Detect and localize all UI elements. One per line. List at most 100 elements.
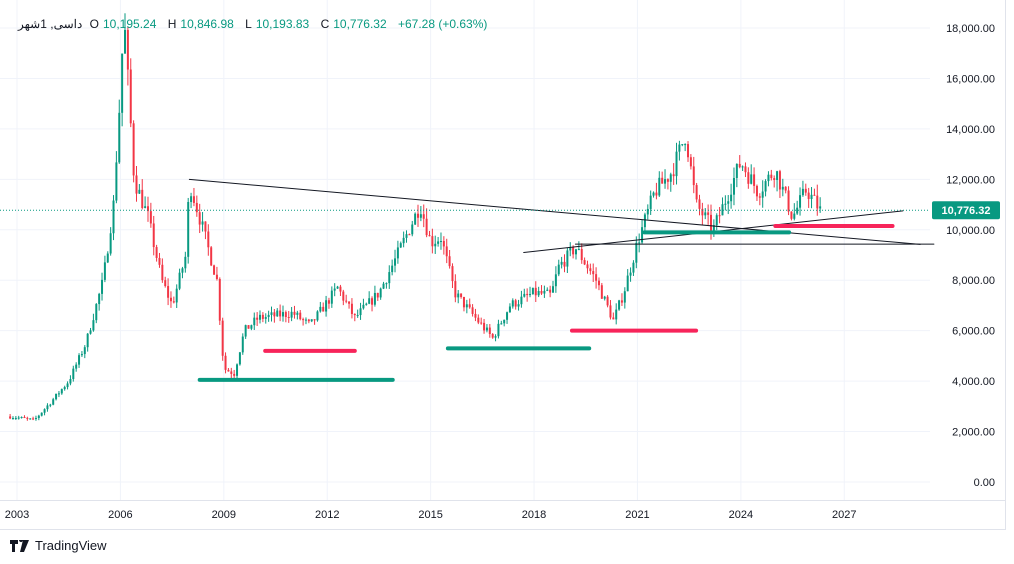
candle-up (402, 237, 405, 244)
candle-up (304, 319, 307, 321)
candle-down (744, 166, 747, 173)
open-value: 10,195.24 (103, 17, 157, 31)
candle-down (689, 157, 692, 167)
candle-up (517, 304, 520, 307)
candle-down (445, 246, 448, 257)
candle-down (155, 247, 158, 258)
candle-up (362, 304, 365, 309)
candle-up (500, 323, 503, 325)
candle-down (477, 317, 480, 323)
candle-down (480, 322, 483, 324)
candle-up (638, 242, 641, 244)
candle-down (787, 190, 790, 212)
candle-down (695, 185, 698, 200)
candle-up (560, 261, 563, 265)
candle-up (52, 399, 55, 405)
candle-down (448, 256, 451, 267)
candle-up (537, 290, 540, 296)
current-price-badge (932, 201, 1000, 220)
low-value: 10,193.83 (255, 17, 310, 31)
candlestick-chart[interactable]: 0.00 2,000.00 4,000.00 6,000.00 8,000.00 10,0… (0, 0, 1014, 530)
candle-down (129, 69, 132, 124)
candle-down (273, 312, 276, 317)
candle-down (572, 247, 575, 255)
candle-up (439, 240, 442, 242)
candle-up (615, 309, 618, 320)
candle-down (770, 174, 773, 179)
candle-up (118, 112, 121, 163)
candle-down (192, 196, 195, 203)
symbol-interval: داسی, 1شهر (18, 17, 83, 31)
candle-up (46, 405, 49, 410)
candle-down (26, 417, 29, 419)
candle-up (712, 225, 715, 231)
candle-down (126, 29, 129, 70)
candle-down (592, 271, 595, 275)
candle-up (796, 207, 799, 214)
candle-down (149, 211, 152, 224)
candle-down (247, 325, 250, 329)
candle-up (98, 293, 101, 305)
candle-down (32, 418, 35, 420)
candle-up (336, 286, 339, 289)
candle-down (586, 264, 589, 269)
candle-up (764, 181, 767, 192)
candle-up (14, 417, 17, 419)
candle-down (488, 327, 491, 334)
y-tick-label: 10,000.00 (946, 225, 995, 237)
candle-up (577, 249, 580, 251)
candle-down (158, 257, 161, 265)
candle-up (715, 215, 718, 226)
candle-down (345, 300, 348, 302)
candle-up (20, 417, 23, 419)
candle-up (437, 241, 440, 244)
candle-up (190, 196, 193, 203)
candle-down (218, 278, 221, 321)
candle-down (408, 234, 411, 236)
candle-up (652, 192, 655, 196)
candle-down (256, 317, 259, 320)
candle-up (566, 250, 569, 267)
candle-down (612, 317, 615, 320)
candle-down (540, 290, 543, 294)
candle-up (276, 310, 279, 317)
y-tick-label: 12,000.00 (946, 174, 995, 186)
candle-up (325, 300, 328, 312)
x-tick-label: 2018 (522, 509, 546, 521)
candle-up (603, 296, 606, 299)
change-value: +67.28 (+0.63%) (397, 17, 488, 31)
candle-down (135, 175, 138, 194)
candle-up (732, 177, 735, 195)
candle-up (465, 304, 468, 308)
candle-down (687, 144, 690, 158)
candle-up (511, 300, 514, 307)
candle-up (319, 306, 322, 312)
candle-down (167, 286, 170, 298)
candle-up (310, 319, 313, 322)
candle-down (778, 171, 781, 190)
candle-down (417, 213, 420, 218)
candle-up (43, 409, 46, 413)
candle-down (284, 312, 287, 317)
candle-up (75, 364, 78, 369)
tradingview-brand[interactable]: TradingView (10, 538, 107, 553)
candle-up (184, 256, 187, 269)
candle-up (503, 319, 506, 324)
candle-up (819, 206, 822, 209)
candle-up (175, 288, 178, 303)
x-tick-label: 2012 (315, 509, 339, 521)
candle-up (80, 354, 83, 356)
x-tick-label: 2006 (108, 509, 132, 521)
candle-down (146, 206, 149, 212)
brand-label: TradingView (35, 538, 107, 553)
candle-up (373, 292, 376, 305)
candle-down (583, 260, 586, 265)
candle-up (419, 214, 422, 218)
candle-up (244, 325, 247, 337)
candle-up (333, 288, 336, 291)
candle-up (724, 203, 727, 205)
candle-down (428, 235, 431, 237)
candle-up (543, 290, 546, 294)
candle-up (646, 208, 649, 215)
candle-up (643, 214, 646, 228)
